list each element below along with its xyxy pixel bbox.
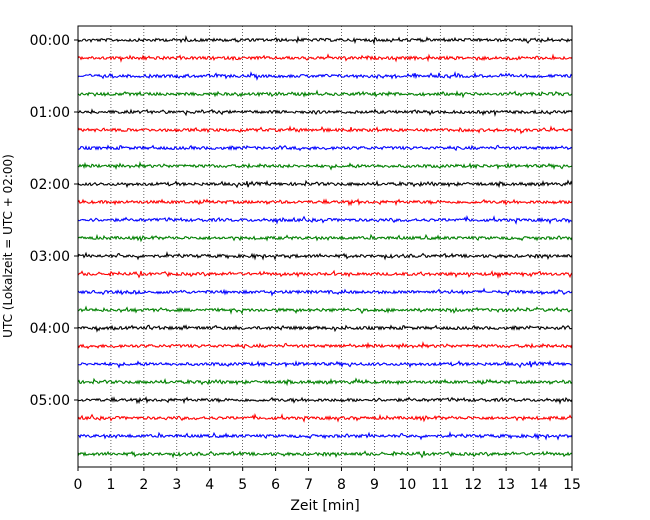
seismic-trace [77,324,573,333]
y-tick-label: 03:00 [30,249,70,265]
seismic-trace [77,287,573,297]
x-tick-label: 6 [271,477,280,493]
x-tick-label: 1 [106,477,115,493]
seismic-trace [77,430,573,441]
seismic-trace [77,396,573,405]
x-tick-label: 2 [139,477,148,493]
seismic-trace [77,53,573,63]
seismic-traces [77,35,573,459]
seismic-trace [77,70,573,81]
seismic-trace [77,341,573,351]
seismic-trace [77,198,573,207]
x-axis-label: Zeit [min] [290,498,359,514]
y-tick-label: 01:00 [30,105,70,121]
seismic-trace [77,125,573,135]
x-tick-label: 3 [172,477,181,493]
seismic-trace [77,413,573,423]
seismic-trace [77,179,573,189]
y-axis-ticks: 00:00 01:00 02:00 03:00 04:00 05:00 [30,33,78,409]
seismic-trace [77,35,573,46]
x-tick-label: 9 [370,477,379,493]
x-tick-label: 4 [205,477,214,493]
y-tick-label: 00:00 [30,33,70,49]
plot-frame [77,25,573,468]
x-tick-label: 13 [497,477,515,493]
plot-background [78,26,572,467]
seismic-trace [77,215,573,225]
seismic-trace [77,377,573,387]
x-tick-label: 12 [464,477,482,493]
x-tick-label: 14 [530,477,548,493]
seismic-trace [77,161,573,171]
y-tick-label: 02:00 [30,177,70,193]
seismic-trace [77,305,573,315]
x-tick-label: 5 [238,477,247,493]
x-axis-ticks: 0 1 2 3 4 5 6 7 8 9 10 11 12 13 14 15 [74,467,581,493]
x-tick-label: 8 [337,477,346,493]
seismic-trace [77,144,573,152]
seismic-trace [77,250,573,261]
seismic-trace [77,360,573,369]
x-tick-label: 11 [431,477,449,493]
x-tick-label: 0 [74,477,83,493]
y-tick-label: 04:00 [30,321,70,337]
seismic-trace [77,269,573,280]
x-tick-label: 10 [398,477,416,493]
seismic-trace [77,108,573,118]
x-tick-label: 15 [563,477,581,493]
y-tick-label: 05:00 [30,393,70,409]
seismic-trace [77,450,573,459]
x-tick-label: 7 [304,477,313,493]
seismic-trace [77,89,573,99]
y-axis-label: UTC (Lokalzeit = UTC + 02:00) [1,154,15,338]
seismic-trace [77,233,573,243]
